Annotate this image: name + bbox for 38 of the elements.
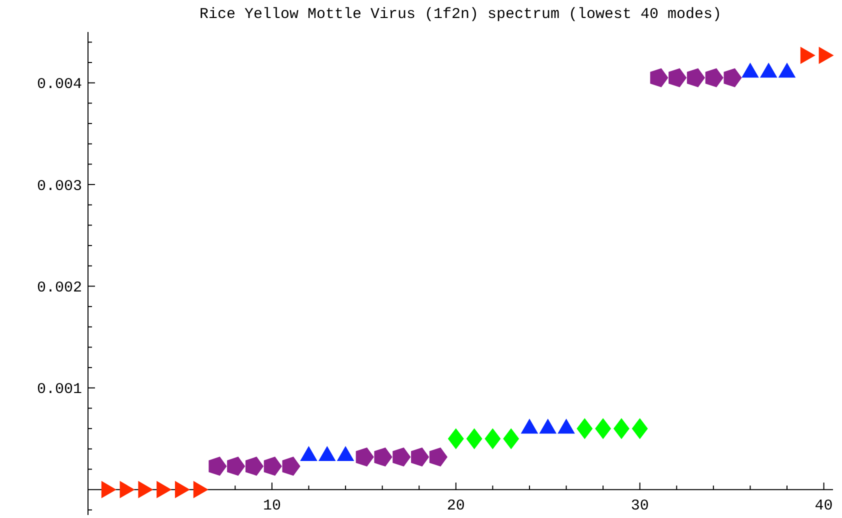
point [503, 428, 520, 450]
point [245, 456, 264, 476]
y-tick-label: 0.003 [36, 178, 82, 195]
point [120, 480, 135, 498]
point [156, 480, 172, 498]
y-tick-label: 0.004 [36, 76, 82, 94]
point [208, 456, 227, 476]
point [138, 480, 154, 498]
point [227, 456, 246, 476]
y-tick-label: 0.001 [36, 381, 82, 398]
point [174, 480, 190, 498]
point [264, 456, 282, 476]
point [392, 448, 411, 467]
point [613, 418, 630, 440]
point [282, 456, 300, 476]
point [668, 68, 687, 88]
point [576, 418, 593, 440]
x-tick-label: 40 [814, 498, 833, 515]
x-tick-label: 20 [446, 498, 465, 515]
point [448, 428, 464, 450]
point [650, 68, 668, 88]
point [484, 428, 501, 450]
point [724, 68, 742, 88]
point [686, 68, 706, 88]
chart-title: Rice Yellow Mottle Virus (1f2n) spectrum (lowest 40 modes) [199, 6, 722, 23]
point [411, 448, 430, 467]
x-tick-label: 10 [262, 498, 281, 515]
point [632, 418, 648, 440]
point [101, 480, 116, 498]
point [429, 448, 448, 467]
y-tick-label: 0.002 [36, 279, 82, 296]
point [595, 418, 612, 440]
point [705, 68, 724, 88]
point [193, 480, 208, 498]
point [466, 428, 482, 450]
x-tick-label: 30 [630, 498, 649, 515]
point [374, 448, 392, 467]
point [356, 448, 374, 467]
